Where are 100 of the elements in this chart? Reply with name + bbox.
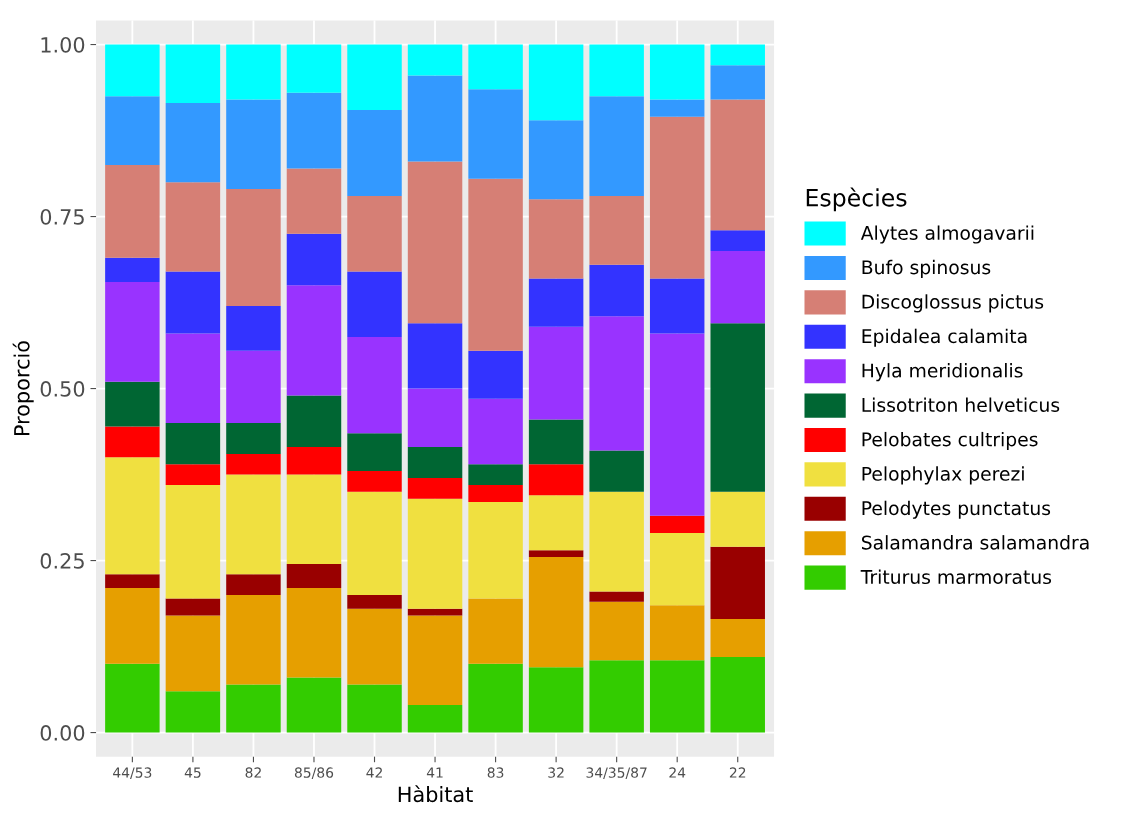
bar — [407, 615, 463, 706]
bar — [649, 660, 705, 733]
legend-label: Alytes almogavarii — [860, 225, 1034, 244]
bar — [165, 615, 221, 692]
bar — [347, 471, 402, 492]
y-tick-label: 0.00 — [40, 725, 85, 741]
bar — [165, 44, 221, 104]
bar — [165, 333, 221, 423]
y-axis-title: Proporció — [12, 341, 34, 436]
bar — [468, 598, 523, 664]
bar — [589, 96, 644, 196]
bar — [165, 103, 221, 183]
bar — [468, 398, 523, 465]
bar — [468, 484, 523, 503]
bar — [286, 92, 342, 169]
legend-label: Pelobates cultripes — [862, 431, 1038, 451]
legend-label: Pelodytes punctatus — [862, 500, 1051, 519]
bar — [468, 663, 523, 733]
legend-label: Lissotriton helveticus — [862, 397, 1060, 413]
bar — [528, 326, 584, 420]
bar — [226, 594, 281, 685]
x-tick-label: 32 — [548, 767, 564, 778]
bar — [226, 684, 281, 733]
bar — [710, 323, 765, 492]
bar — [105, 588, 160, 664]
bar — [649, 278, 705, 334]
x-tick-label: 45 — [184, 767, 201, 778]
bar — [286, 395, 342, 448]
bar — [649, 116, 705, 279]
legend-label: Bufo spinosus — [862, 259, 991, 279]
bar — [589, 195, 644, 265]
bar — [528, 464, 584, 496]
x-tick-label: 22 — [729, 767, 746, 778]
bar — [407, 477, 463, 499]
bar — [589, 491, 644, 592]
bar — [347, 684, 402, 733]
bar — [347, 195, 402, 272]
bar — [226, 453, 281, 475]
x-axis-title: Hàbitat — [398, 785, 473, 803]
bar — [347, 336, 402, 434]
legend-label: Discoglossus pictus — [862, 294, 1044, 313]
x-tick-label: 24 — [669, 767, 686, 778]
bar — [226, 99, 281, 190]
bar — [165, 484, 221, 599]
bar — [407, 608, 463, 616]
bar — [468, 464, 523, 485]
bar — [407, 498, 463, 609]
bar — [165, 464, 221, 485]
bar — [286, 168, 342, 234]
bar — [710, 546, 765, 620]
bar — [649, 605, 705, 661]
bar — [226, 350, 281, 423]
bar — [649, 44, 705, 100]
bar — [407, 44, 463, 76]
bar — [468, 350, 523, 399]
bar — [468, 178, 523, 351]
bar — [528, 495, 584, 551]
bar — [407, 388, 463, 448]
bar — [347, 594, 402, 609]
y-tick-label: 0.25 — [40, 553, 84, 569]
bar — [407, 75, 463, 162]
bar — [347, 44, 402, 110]
bar — [468, 44, 523, 90]
bar — [710, 44, 765, 66]
bar — [528, 199, 584, 279]
bar — [105, 574, 160, 589]
legend-label: Salamandra salamandra — [861, 535, 1089, 550]
legend-label: Epidalea calamita — [862, 328, 1027, 347]
bar — [286, 564, 342, 589]
x-tick-label: 83 — [487, 767, 504, 778]
bar — [105, 257, 160, 282]
bar — [286, 44, 342, 93]
bar — [407, 161, 463, 324]
bar — [589, 264, 644, 317]
bar — [286, 677, 342, 733]
bar — [710, 99, 765, 231]
bar — [528, 278, 584, 327]
bar — [286, 588, 342, 678]
bar — [528, 120, 584, 200]
bar — [528, 419, 584, 465]
x-tick-label: 34/35/87 — [586, 767, 647, 779]
bar — [528, 667, 584, 733]
bar — [710, 491, 765, 547]
bar — [347, 608, 402, 685]
bar — [468, 89, 523, 179]
bar — [286, 285, 342, 396]
bar — [589, 44, 644, 97]
bar — [528, 44, 584, 121]
bar — [649, 99, 705, 117]
bar — [165, 182, 221, 272]
bar — [528, 550, 584, 558]
bar — [165, 598, 221, 616]
legend-title: Espècies — [806, 187, 907, 212]
bar — [468, 502, 523, 599]
bar — [226, 189, 281, 306]
bar — [165, 691, 221, 733]
bar — [105, 457, 160, 575]
bar — [347, 109, 402, 196]
bar — [649, 533, 705, 606]
bar — [105, 663, 160, 733]
